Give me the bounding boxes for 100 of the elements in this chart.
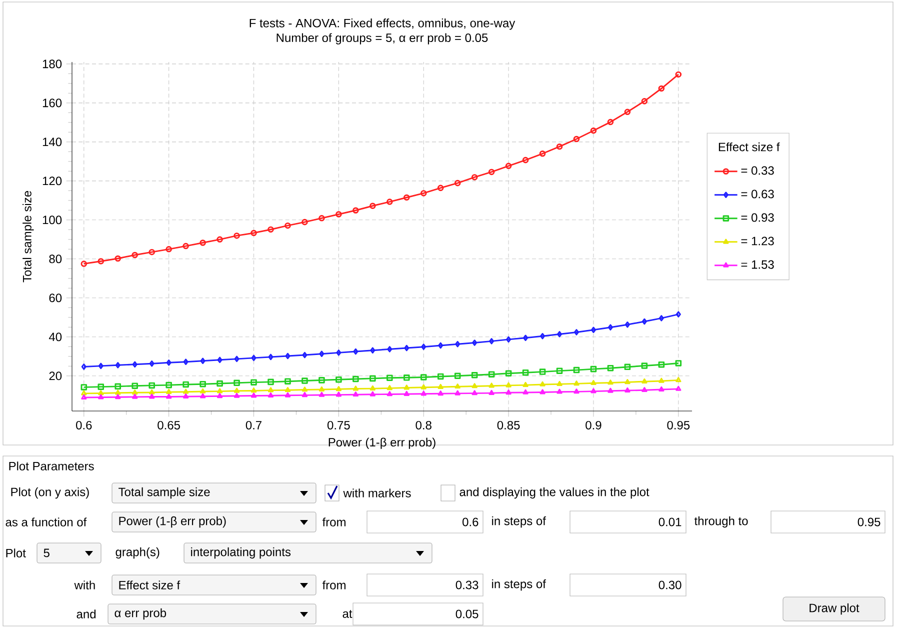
point — [98, 362, 104, 370]
point — [200, 388, 206, 394]
point — [250, 230, 257, 236]
point — [522, 369, 529, 376]
point — [506, 390, 512, 395]
point — [471, 372, 478, 378]
x-tick-label: 0.95 — [667, 420, 690, 430]
y-tick-label: 80 — [49, 254, 62, 264]
point — [149, 389, 155, 394]
point — [404, 374, 410, 381]
point — [556, 388, 562, 394]
x-tick-label: 0.7 — [246, 420, 262, 430]
point — [386, 374, 393, 381]
text: graph(s) — [116, 547, 160, 559]
point — [318, 377, 325, 384]
point — [506, 336, 512, 343]
text: α err prob — [114, 608, 166, 620]
point — [284, 392, 291, 398]
point — [488, 382, 494, 388]
point — [404, 194, 410, 201]
point — [421, 344, 426, 350]
point — [404, 384, 410, 390]
point — [420, 374, 427, 380]
point — [539, 150, 546, 157]
text: Effect size f — [119, 580, 180, 590]
point — [132, 361, 138, 368]
point — [590, 326, 596, 334]
point — [284, 222, 291, 229]
point — [641, 362, 648, 369]
point — [148, 248, 155, 256]
legend-label: = 1.23 — [741, 236, 774, 246]
point — [148, 382, 155, 389]
text: 5 — [44, 548, 50, 558]
point — [472, 390, 478, 396]
x-tick-label: 0.9 — [586, 420, 602, 430]
y-tick-label: 160 — [42, 98, 62, 108]
point — [506, 382, 512, 388]
point — [471, 174, 478, 180]
point — [183, 358, 188, 365]
point — [488, 168, 495, 176]
point — [336, 350, 342, 356]
point — [523, 334, 528, 342]
y-tick-label: 40 — [48, 332, 62, 342]
point — [574, 388, 580, 394]
point — [183, 388, 189, 394]
text: from — [322, 518, 346, 526]
point — [489, 338, 494, 344]
point — [505, 162, 512, 170]
point — [352, 386, 358, 391]
point — [353, 348, 358, 355]
point — [573, 136, 580, 142]
point — [556, 143, 563, 150]
point — [658, 315, 664, 322]
legend-title: Effect size f — [718, 142, 780, 152]
point — [182, 242, 189, 250]
point — [522, 382, 528, 387]
point — [336, 211, 342, 218]
chart-title: F tests - ANOVA: Fixed effects, omnibus, one-way — [250, 18, 516, 30]
point — [404, 390, 410, 396]
point — [437, 373, 444, 380]
point — [472, 383, 478, 388]
point — [318, 215, 325, 222]
point — [642, 378, 648, 384]
point — [182, 381, 189, 388]
point — [234, 388, 240, 393]
point — [641, 98, 648, 104]
text: as a function of — [6, 518, 87, 526]
text: 0.30 — [658, 580, 682, 590]
text: 0.05 — [456, 610, 478, 618]
point — [132, 390, 138, 395]
point — [437, 184, 444, 192]
point — [590, 127, 597, 134]
text: and — [76, 610, 96, 618]
point — [642, 386, 648, 392]
text: in steps of — [492, 516, 546, 528]
x-tick-label: 0.8 — [416, 420, 432, 430]
point — [540, 381, 546, 386]
legend-label: = 0.63 — [741, 190, 774, 198]
point — [370, 202, 376, 210]
text: interpolating points — [191, 547, 291, 559]
point — [607, 364, 614, 372]
point — [420, 384, 426, 390]
point — [556, 331, 562, 338]
legend-label: = 0.33 — [741, 166, 774, 175]
point — [438, 390, 444, 396]
point — [284, 386, 291, 392]
y-tick-label: 140 — [42, 138, 62, 146]
y-tick-label: 180 — [42, 60, 62, 68]
point — [522, 389, 528, 394]
point — [268, 387, 274, 392]
point — [166, 360, 172, 366]
point — [472, 340, 478, 346]
text: 0.33 — [456, 580, 478, 590]
point — [386, 385, 392, 390]
point — [166, 394, 172, 399]
x-tick-label: 0.65 — [158, 420, 180, 430]
point — [658, 378, 664, 383]
text: Draw plot — [810, 603, 860, 615]
point — [590, 366, 597, 372]
point — [132, 394, 138, 399]
